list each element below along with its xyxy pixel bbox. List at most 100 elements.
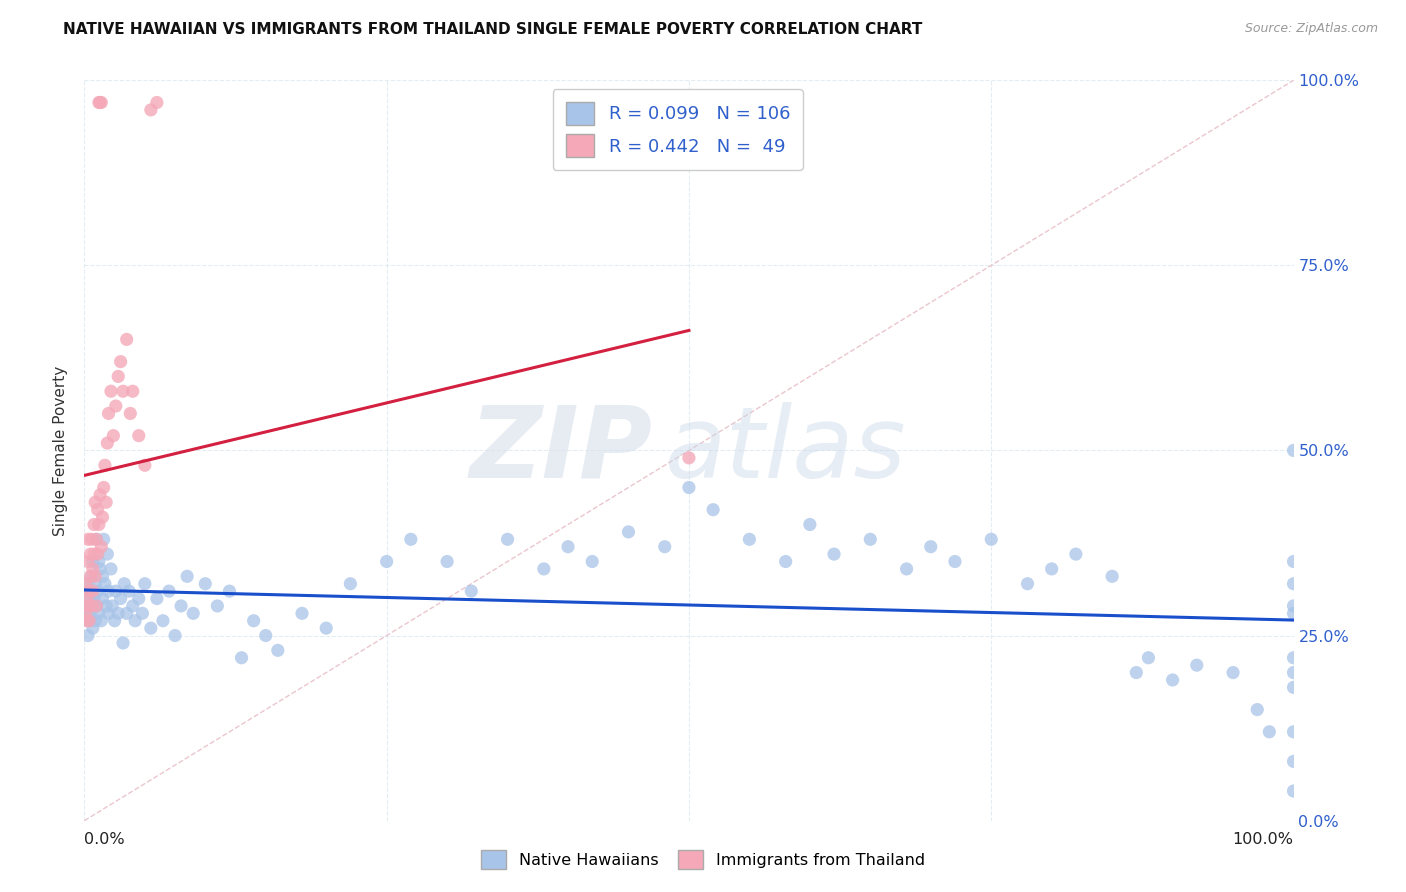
Point [460, 584, 482, 599]
Point [87, 517, 110, 532]
Point [124, 614, 146, 628]
Point [103, 428, 125, 442]
Point [100, 384, 122, 399]
Point [77, 614, 100, 628]
Point [79, 607, 101, 621]
Point [86, 533, 108, 547]
Point [1161, 673, 1184, 687]
Point [375, 555, 398, 569]
Point [82, 621, 104, 635]
Point [242, 614, 264, 628]
Point [1282, 443, 1305, 458]
Point [104, 399, 127, 413]
Point [157, 584, 180, 599]
Point [1137, 650, 1160, 665]
Point [86, 584, 108, 599]
Point [775, 555, 797, 569]
Point [83, 547, 105, 561]
Point [76, 591, 98, 606]
Point [738, 533, 761, 547]
Point [1282, 681, 1305, 695]
Point [77, 533, 100, 547]
Point [77, 599, 100, 613]
Point [91, 591, 114, 606]
Point [920, 540, 942, 554]
Point [90, 540, 112, 554]
Point [118, 584, 141, 599]
Point [77, 584, 100, 599]
Point [82, 555, 104, 569]
Point [93, 480, 115, 494]
Point [104, 584, 127, 599]
Text: NATIVE HAWAIIAN VS IMMIGRANTS FROM THAILAND SINGLE FEMALE POVERTY CORRELATION CH: NATIVE HAWAIIAN VS IMMIGRANTS FROM THAIL… [63, 22, 922, 37]
Point [1282, 784, 1305, 798]
Point [1246, 703, 1268, 717]
Point [121, 599, 143, 613]
Point [84, 495, 107, 509]
Point [100, 562, 122, 576]
Point [207, 599, 229, 613]
Point [165, 628, 187, 642]
Point [112, 576, 135, 591]
Point [267, 643, 290, 657]
Point [1282, 599, 1305, 613]
Point [1258, 724, 1281, 739]
Point [97, 407, 120, 421]
Point [1222, 665, 1244, 680]
Point [86, 599, 108, 613]
Point [75, 607, 97, 621]
Point [943, 555, 966, 569]
Point [87, 555, 110, 569]
Point [86, 599, 108, 613]
Point [79, 591, 101, 606]
Legend: R = 0.099   N = 106, R = 0.442   N =  49: R = 0.099 N = 106, R = 0.442 N = 49 [553, 89, 803, 170]
Point [76, 599, 98, 613]
Point [128, 591, 150, 606]
Point [436, 555, 458, 569]
Point [1282, 665, 1305, 680]
Point [86, 533, 108, 547]
Point [218, 584, 240, 599]
Point [115, 607, 138, 621]
Point [176, 569, 198, 583]
Point [170, 599, 193, 613]
Point [231, 650, 253, 665]
Point [82, 584, 104, 599]
Point [254, 628, 277, 642]
Point [104, 614, 127, 628]
Point [110, 354, 132, 368]
Point [134, 576, 156, 591]
Point [80, 569, 103, 583]
Text: 100.0%: 100.0% [1233, 831, 1294, 847]
Point [90, 95, 112, 110]
Point [83, 591, 105, 606]
Point [859, 533, 882, 547]
Point [654, 540, 676, 554]
Point [1282, 555, 1305, 569]
Point [97, 584, 120, 599]
Point [77, 555, 100, 569]
Point [94, 576, 117, 591]
Point [181, 607, 204, 621]
Point [89, 562, 111, 576]
Point [84, 576, 107, 591]
Point [96, 547, 118, 561]
Point [94, 495, 117, 509]
Text: 0.0%: 0.0% [84, 831, 125, 847]
Point [1064, 547, 1087, 561]
Point [77, 628, 100, 642]
Point [93, 533, 115, 547]
Point [107, 369, 129, 384]
Point [77, 576, 100, 591]
Point [80, 533, 103, 547]
Point [112, 636, 135, 650]
Point [339, 576, 361, 591]
Point [84, 614, 107, 628]
Point [617, 524, 640, 539]
Point [91, 569, 114, 583]
Point [557, 540, 579, 554]
Point [399, 533, 422, 547]
Legend: Native Hawaiians, Immigrants from Thailand: Native Hawaiians, Immigrants from Thaila… [474, 844, 932, 875]
Point [1282, 607, 1305, 621]
Point [131, 607, 153, 621]
